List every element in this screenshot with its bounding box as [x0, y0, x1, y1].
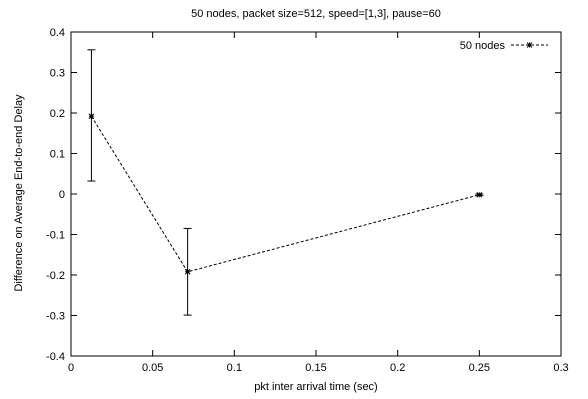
x-tick-label: 0.1: [227, 362, 242, 374]
chart-title: 50 nodes, packet size=512, speed=[1,3], …: [191, 8, 441, 20]
y-tick-label: 0.4: [50, 27, 65, 39]
x-tick-label: 0.15: [305, 362, 326, 374]
y-tick-label: -0.4: [46, 351, 65, 363]
plot-frame: [70, 31, 562, 357]
data-point-marker: [476, 191, 483, 198]
y-tick-label: 0.2: [50, 108, 65, 120]
legend: 50 nodes: [460, 40, 548, 52]
y-tick-label: 0.3: [50, 68, 65, 80]
series-line: [90, 115, 480, 273]
x-tick-label: 0: [68, 362, 74, 374]
data-point-marker: [88, 113, 95, 120]
y-tick-label: 0: [59, 189, 65, 201]
legend-label: 50 nodes: [460, 40, 506, 52]
plot-area: 0 0.05 0.1 0.15 0.2 0.25 0.3 -0.4 -0.3 -0.2 -0.1 0 0…: [46, 27, 569, 374]
data-point-marker: [184, 268, 191, 275]
y-tick-label: -0.3: [46, 311, 65, 323]
x-tick-label: 0.3: [553, 362, 568, 374]
x-tick-label: 0.05: [142, 362, 163, 374]
x-tick-label: 0.25: [469, 362, 490, 374]
y-axis-title: Difference on Average End-to-end Delay: [13, 94, 25, 292]
y-tick-label: -0.1: [46, 230, 65, 242]
legend-marker: [526, 42, 533, 48]
x-tick-label: 0.2: [390, 362, 405, 374]
y-tick-label: -0.2: [46, 270, 65, 282]
x-axis-title: pkt inter arrival time (sec): [254, 381, 377, 393]
y-tick-label: 0.1: [50, 149, 65, 161]
